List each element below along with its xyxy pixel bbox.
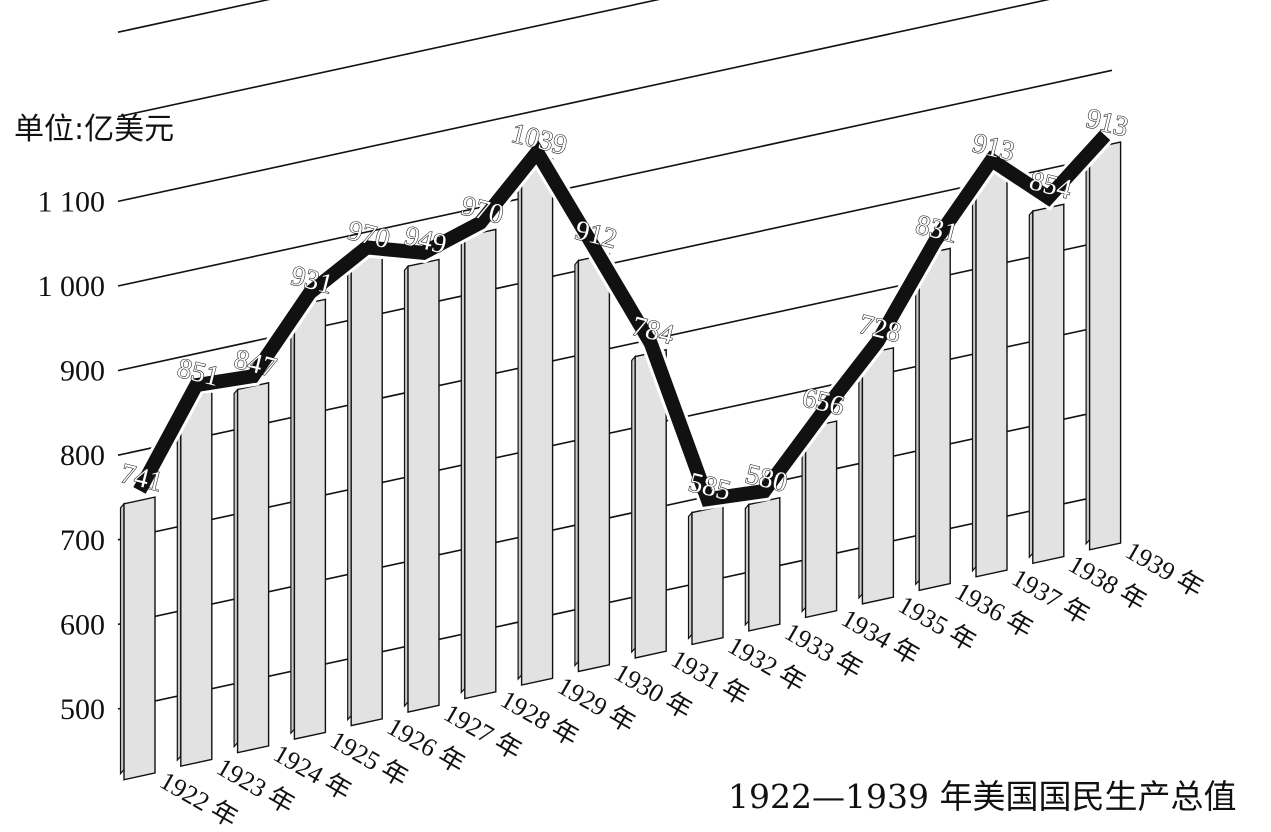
data-label: 913 (969, 128, 1017, 168)
data-label: 784 (629, 311, 677, 351)
bar (918, 247, 951, 592)
unit-label: 单位:亿美元 (14, 112, 175, 147)
data-label: 851 (174, 353, 222, 393)
grid-line (117, 0, 271, 33)
grid-line (117, 0, 661, 118)
trend-line-stroke (133, 130, 1111, 507)
bar (123, 496, 156, 781)
y-tick-label: 600 (60, 608, 105, 641)
y-tick-label: 500 (60, 693, 105, 726)
bar (1032, 203, 1065, 565)
chart-title: 1922—1939 年美国国民生产总值 (728, 777, 1237, 816)
data-label: 585 (685, 467, 733, 507)
bar (975, 165, 1008, 578)
trend-line (130, 128, 1113, 511)
bar (180, 390, 213, 768)
y-tick-label: 700 (60, 524, 105, 557)
y-axis-ticks: 500 600 700 800 900 1 000 1 100 (38, 185, 106, 726)
bar (520, 157, 554, 686)
grid-line (117, 0, 1050, 203)
bar (691, 504, 724, 646)
bar (861, 346, 895, 605)
grid-line (117, 69, 1113, 287)
bar (293, 298, 327, 740)
data-label: 1039 (508, 118, 570, 162)
bar (748, 496, 781, 632)
y-tick-label: 800 (60, 439, 105, 472)
bar (804, 420, 838, 619)
bar (236, 381, 270, 754)
y-tick-label: 1 000 (38, 270, 106, 303)
y-tick-label: 1 100 (38, 185, 106, 218)
bar (407, 258, 440, 713)
data-label: 913 (1083, 103, 1131, 143)
bar (1088, 141, 1122, 551)
bar (464, 228, 497, 700)
data-label: 912 (572, 215, 620, 255)
trend-line-halo (130, 128, 1113, 511)
y-tick-label: 900 (60, 355, 105, 388)
bar (577, 252, 611, 673)
bar (350, 253, 383, 727)
